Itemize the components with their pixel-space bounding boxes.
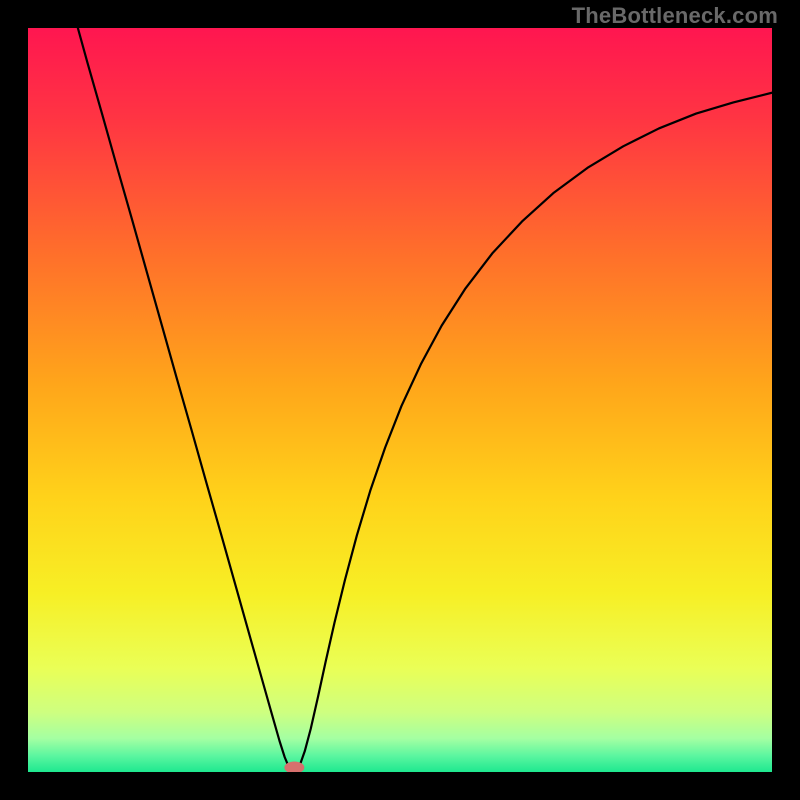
chart-frame: { "watermark": { "text": "TheBottleneck.…	[0, 0, 800, 800]
gradient-background	[28, 28, 772, 772]
watermark-text: TheBottleneck.com	[572, 3, 778, 29]
bottleneck-chart	[0, 0, 800, 800]
optimal-point-marker	[284, 762, 304, 774]
